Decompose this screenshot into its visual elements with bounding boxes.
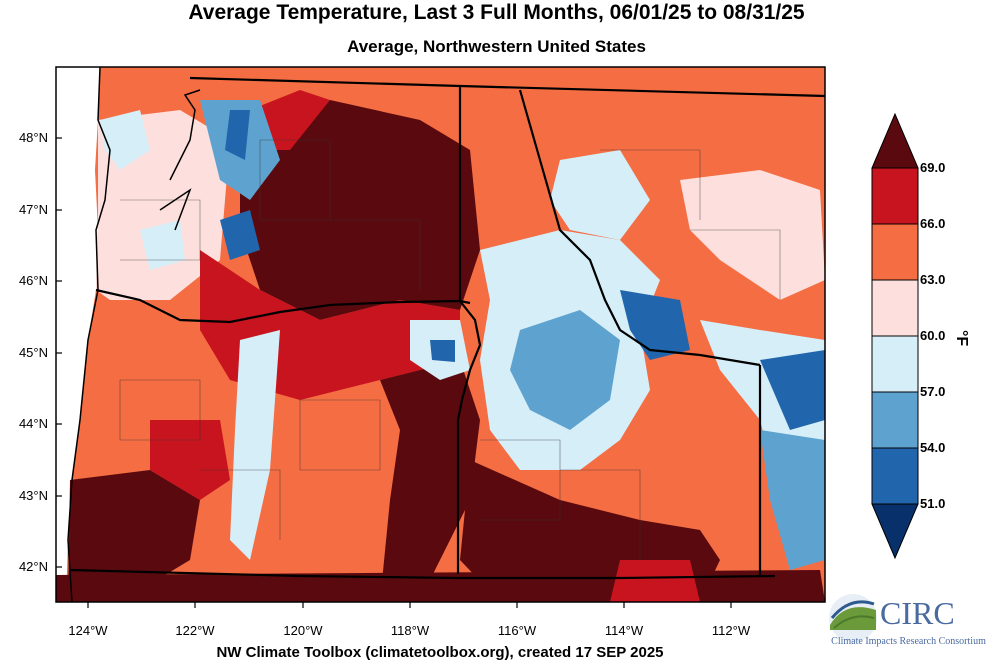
colorbar-label: 69.0 xyxy=(920,160,946,175)
lon-label: 124°W xyxy=(68,623,108,638)
colorbar-54-57 xyxy=(871,391,919,449)
lon-label: 116°W xyxy=(497,623,537,638)
lat-label: 46°N xyxy=(18,273,48,288)
colorbar-unit: °F xyxy=(953,330,970,347)
colorbar-label: 51.0 xyxy=(920,496,946,511)
lon-label: 122°W xyxy=(175,623,215,638)
lon-label: 120°W xyxy=(283,623,323,638)
lat-label: 44°N xyxy=(18,416,48,431)
colorbar-label: 63.0 xyxy=(920,272,946,287)
colorbar-under-triangle xyxy=(871,503,919,560)
lat-label: 47°N xyxy=(18,202,48,217)
colorbar xyxy=(871,112,919,560)
page-title: Average Temperature, Last 3 Full Months,… xyxy=(188,1,805,24)
lat-label: 43°N xyxy=(18,488,48,503)
colorbar-51-54 xyxy=(871,447,919,505)
lon-label: 118°W xyxy=(390,623,430,638)
lon-label: 114°W xyxy=(604,623,644,638)
colorbar-60-63 xyxy=(871,279,919,337)
lat-label: 42°N xyxy=(18,559,48,574)
colorbar-66-69 xyxy=(871,167,919,225)
colorbar-label: 60.0 xyxy=(920,328,946,343)
lat-label: 45°N xyxy=(18,345,48,360)
colorbar-label: 57.0 xyxy=(920,384,946,399)
lat-label: 48°N xyxy=(18,130,48,145)
page-subtitle: Average, Northwestern United States xyxy=(347,37,646,56)
circ-logo-icon xyxy=(829,594,877,642)
lon-label: 112°W xyxy=(711,623,751,638)
colorbar-57-60 xyxy=(871,335,919,393)
circ-logo-name: CIRC xyxy=(880,595,955,631)
colorbar-label: 54.0 xyxy=(920,440,946,455)
colorbar-label: 66.0 xyxy=(920,216,946,231)
circ-logo-subtitle: Climate Impacts Research Consortium xyxy=(831,636,986,647)
colorbar-63-66 xyxy=(871,223,919,281)
credit-line: NW Climate Toolbox (climatetoolbox.org),… xyxy=(216,644,664,661)
colorbar-over-triangle xyxy=(871,112,919,169)
